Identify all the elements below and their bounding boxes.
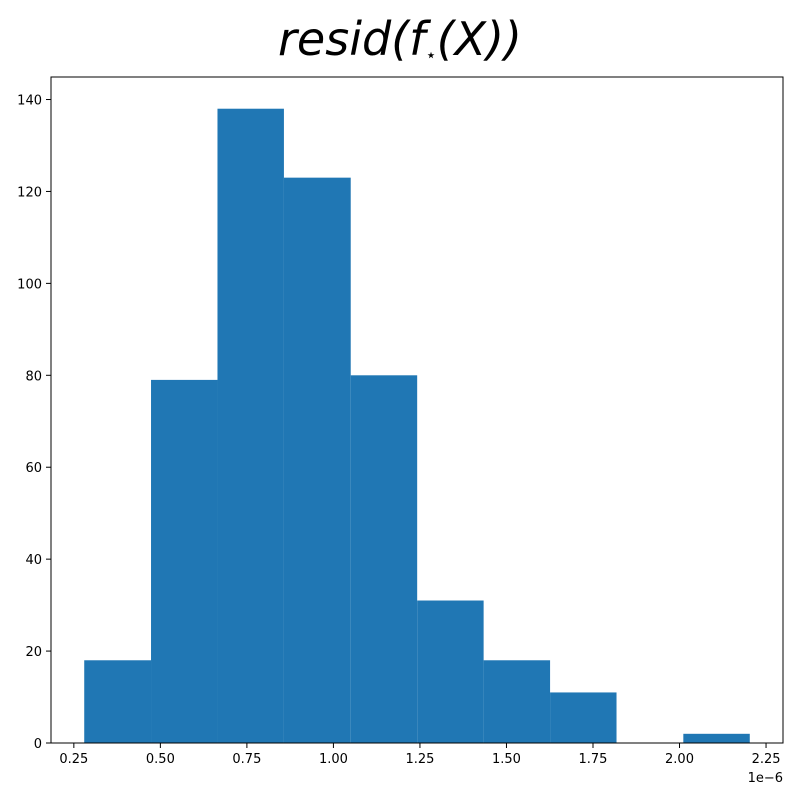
bars-group (84, 108, 750, 743)
x-axis-offset-label: 1e−6 (748, 771, 783, 786)
histogram-bar-9 (683, 733, 750, 743)
x-tick-label: 2.25 (752, 752, 781, 767)
chart-title-subscript: ⋆ (425, 45, 436, 66)
y-tick-label: 60 (25, 461, 42, 476)
histogram-bar-6 (483, 660, 551, 743)
x-tick-label: 1.00 (319, 752, 348, 767)
chart-title-tail: (X)) (437, 12, 522, 66)
y-tick-label: 120 (17, 185, 42, 200)
y-tick-label: 0 (34, 737, 42, 752)
histogram-bar-2 (217, 108, 284, 743)
chart-title: resid(f⋆(X)) (278, 12, 522, 66)
x-tick-label: 0.50 (146, 752, 175, 767)
histogram-bar-4 (350, 375, 418, 743)
plot-frame (50, 76, 784, 744)
x-axis-ticks: 0.25 0.50 0.75 1.00 1.25 1.50 1.75 2.00 2.25 (59, 743, 781, 767)
y-tick-label: 40 (25, 553, 42, 568)
x-tick-label: 1.75 (579, 752, 608, 767)
y-tick-label: 80 (25, 369, 42, 384)
y-tick-label: 140 (17, 94, 42, 109)
x-tick-label: 2.00 (665, 752, 694, 767)
y-tick-label: 20 (25, 645, 42, 660)
x-tick-label: 0.25 (59, 752, 88, 767)
y-tick-label: 100 (17, 277, 42, 292)
x-tick-label: 0.75 (232, 752, 261, 767)
y-axis-ticks: 0 20 40 60 80 100 120 140 (17, 94, 51, 752)
x-tick-label: 1.50 (492, 752, 521, 767)
histogram-bar-7 (550, 692, 617, 743)
chart-title-main: resid(f (278, 12, 431, 66)
histogram-bar-3 (283, 177, 351, 743)
histogram-bar-1 (151, 379, 218, 743)
histogram-bar-5 (417, 600, 484, 743)
x-tick-label: 1.25 (405, 752, 434, 767)
histogram-bar-0 (84, 660, 152, 743)
